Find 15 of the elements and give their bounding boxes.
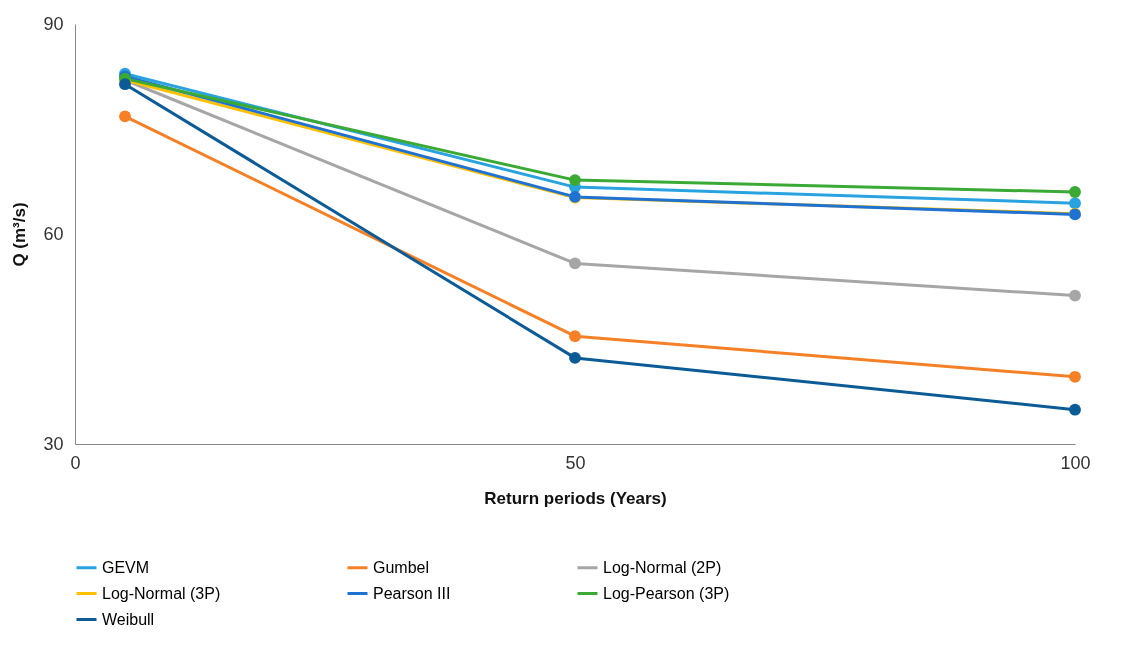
x-axis-title: Return periods (Years)	[484, 488, 667, 508]
x-tick-label: 100	[1060, 452, 1091, 473]
legend-label: Log-Normal (2P)	[603, 558, 722, 576]
y-tick-label: 90	[43, 13, 64, 34]
y-axis-title: Q (m³/s)	[10, 202, 30, 267]
legend-label: Log-Pearson (3P)	[603, 584, 730, 602]
x-tick-label: 0	[70, 452, 81, 473]
y-tick-label: 60	[43, 223, 64, 244]
legend-label: Gumbel	[373, 558, 430, 576]
y-tick-label: 30	[43, 433, 64, 454]
legend-label: Pearson III	[373, 584, 451, 602]
x-tick-label: 50	[565, 452, 586, 473]
legend-label: GEVM	[102, 558, 150, 576]
legend-label: Log-Normal (3P)	[102, 584, 221, 602]
legend-label: Weibull	[102, 610, 155, 628]
